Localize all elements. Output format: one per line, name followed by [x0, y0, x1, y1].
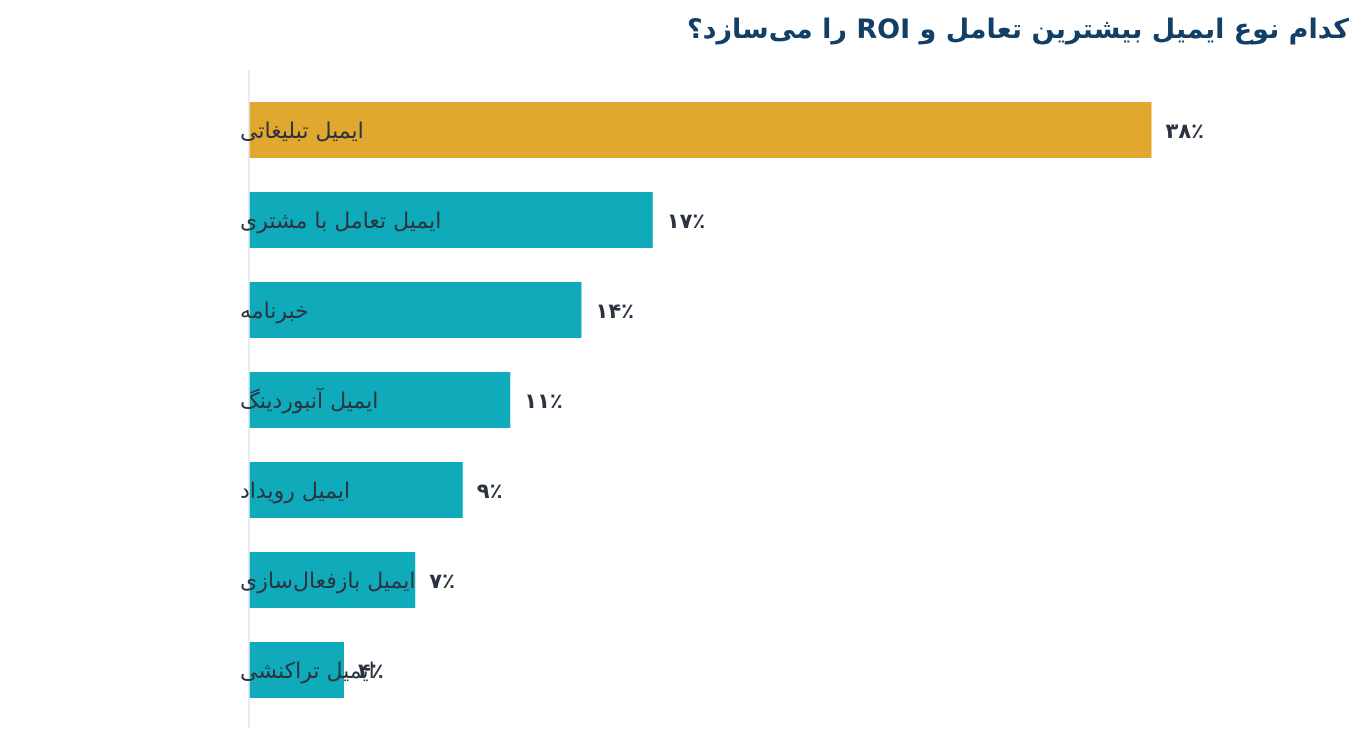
value-label-0: ۳۸٪ [1166, 119, 1204, 143]
value-label-1: ۱۷٪ [667, 209, 705, 233]
bars-group [249, 102, 1152, 698]
category-label-5: ایمیل بازفعال‌سازی [240, 569, 416, 594]
bar-1 [249, 192, 653, 248]
value-label-4: ۹٪ [477, 479, 503, 503]
chart-title: کدام نوع ایمیل بیشترین تعامل و ROI را می… [686, 14, 1349, 45]
bar-3 [249, 372, 511, 428]
bar-0 [249, 102, 1152, 158]
value-label-6: ۴٪ [358, 659, 384, 683]
category-label-2: خبرنامه [240, 299, 309, 324]
bar-6 [249, 642, 344, 698]
category-label-6: ایمیل تراکنشی [240, 659, 375, 684]
value-label-3: ۱۱٪ [524, 389, 562, 413]
category-label-4: ایمیل رویداد [240, 479, 350, 504]
bar-2 [249, 282, 582, 338]
bar-4 [249, 462, 463, 518]
category-label-3: ایمیل آنبوردینگ [240, 387, 378, 414]
value-labels-group: ۳۸٪ ۱۷٪ ۱۴٪ ۱۱٪ ۹٪ ۷٪ ۴٪ [358, 119, 1204, 683]
value-label-5: ۷٪ [429, 569, 455, 593]
category-label-1: ایمیل تعامل با مشتری [240, 209, 441, 234]
bar-5 [249, 552, 416, 608]
category-labels-group: ایمیل تبلیغاتی ایمیل تعامل با مشتری خبرنام… [240, 119, 441, 684]
category-label-0: ایمیل تبلیغاتی [240, 119, 364, 144]
value-label-2: ۱۴٪ [596, 299, 634, 323]
